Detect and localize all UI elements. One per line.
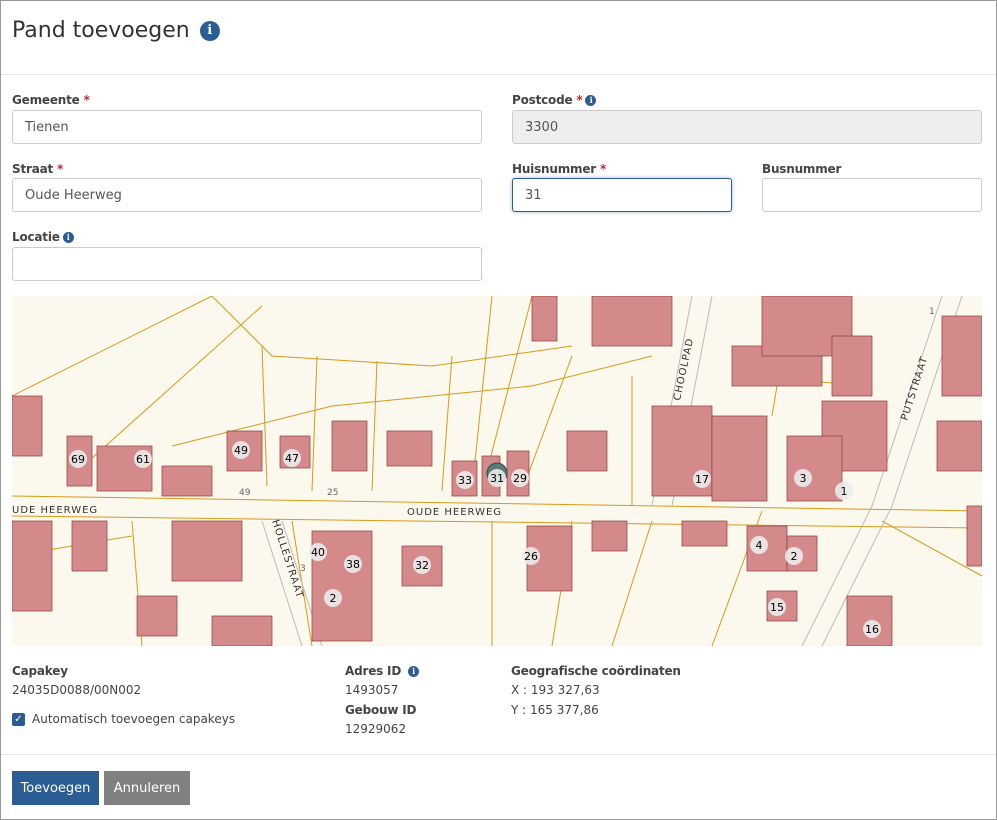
house-number-badge (750, 536, 768, 554)
house-number: 16 (865, 623, 879, 636)
locatie-label: Locatie i (12, 230, 74, 244)
coord-x: X : 193 327,63 (511, 683, 600, 697)
house-number: 31 (490, 472, 504, 485)
house-number-badge (488, 469, 506, 487)
info-icon[interactable]: i (585, 94, 597, 106)
adres-id-value: 1493057 (345, 683, 399, 697)
house-number-badge (309, 543, 327, 561)
house-number: 3 (800, 472, 807, 485)
auto-capakeys-checkbox[interactable]: ✓ (12, 713, 25, 726)
straat-input[interactable] (12, 178, 482, 212)
huisnummer-input[interactable] (512, 178, 732, 212)
street-label: OUDE HEERWEG (407, 507, 502, 518)
house-number-badge (863, 620, 881, 638)
street-label: PUTSTRAAT (899, 355, 930, 422)
house-number: 2 (330, 592, 337, 605)
capakey-label: Capakey (12, 664, 68, 678)
parcel-number: 49 (239, 488, 251, 498)
house-number: 33 (458, 474, 472, 487)
cancel-button[interactable]: Annuleren (104, 771, 190, 805)
house-number: 4 (756, 539, 763, 552)
info-icon[interactable]: i (408, 665, 420, 677)
gemeente-input[interactable] (12, 110, 482, 144)
gebouw-id-label: Gebouw ID (345, 703, 417, 717)
house-number: 29 (513, 472, 527, 485)
house-number-badge (835, 482, 853, 500)
page-title: Pand toevoegen i (12, 18, 220, 43)
street-label: UDE HEERWEG (12, 505, 98, 516)
house-number: 26 (524, 550, 538, 563)
house-number-badge (134, 450, 152, 468)
house-number: 32 (415, 559, 429, 572)
divider (1, 74, 996, 75)
house-number: 40 (311, 546, 325, 559)
house-number: 47 (285, 452, 299, 465)
house-number-badge (69, 450, 87, 468)
house-number: 69 (71, 453, 85, 466)
parcel-number: 3 (300, 564, 306, 574)
house-number-badge (456, 471, 474, 489)
house-number-badge (522, 547, 540, 565)
postcode-input (512, 110, 982, 144)
coords-label: Geografische coördinaten (511, 664, 681, 678)
house-number-badge (232, 441, 250, 459)
map-canvas[interactable]: 49 25 3 1 UDE HEERWEG OUDE HEERWEG HOLLE… (12, 296, 982, 646)
house-number-badge (768, 598, 786, 616)
house-number-badge (794, 469, 812, 487)
gemeente-label: Gemeente * (12, 93, 90, 107)
add-button[interactable]: Toevoegen (12, 771, 99, 805)
gebouw-id-value: 12929062 (345, 722, 407, 736)
house-number: 61 (136, 453, 150, 466)
house-number-badge (344, 555, 362, 573)
adres-id-label: Adres ID i (345, 664, 420, 678)
busnummer-label: Busnummer (762, 162, 842, 176)
house-number-badge (511, 469, 529, 487)
house-number: 2 (791, 550, 798, 563)
info-icon[interactable]: i (199, 20, 220, 41)
house-number-badge (693, 470, 711, 488)
postcode-label: Postcode * i (512, 93, 597, 107)
capakey-value: 24035D0088/00N002 (12, 683, 142, 697)
huisnummer-label: Huisnummer * (512, 162, 607, 176)
house-number-badge (283, 449, 301, 467)
house-number: 38 (346, 558, 360, 571)
title-text: Pand toevoegen (12, 18, 190, 43)
house-number: 1 (841, 485, 848, 498)
coord-y: Y : 165 377,86 (511, 703, 599, 717)
straat-label: Straat * (12, 162, 64, 176)
house-number-badge (413, 556, 431, 574)
map[interactable]: 49 25 3 1 UDE HEERWEG OUDE HEERWEG HOLLE… (12, 296, 982, 646)
street-label: CHOOLPAD (672, 337, 696, 402)
house-number: 49 (234, 444, 248, 457)
house-number: 15 (770, 601, 784, 614)
house-number-badge (785, 547, 803, 565)
house-number: 17 (695, 473, 709, 486)
divider (1, 754, 996, 755)
info-icon[interactable]: i (62, 231, 74, 243)
house-number-badge (324, 589, 342, 607)
locatie-input[interactable] (12, 247, 482, 281)
parcel-number: 1 (929, 307, 935, 317)
auto-capakeys-label[interactable]: Automatisch toevoegen capakeys (32, 712, 236, 726)
busnummer-input[interactable] (762, 178, 982, 212)
parcel-number: 25 (327, 488, 338, 498)
